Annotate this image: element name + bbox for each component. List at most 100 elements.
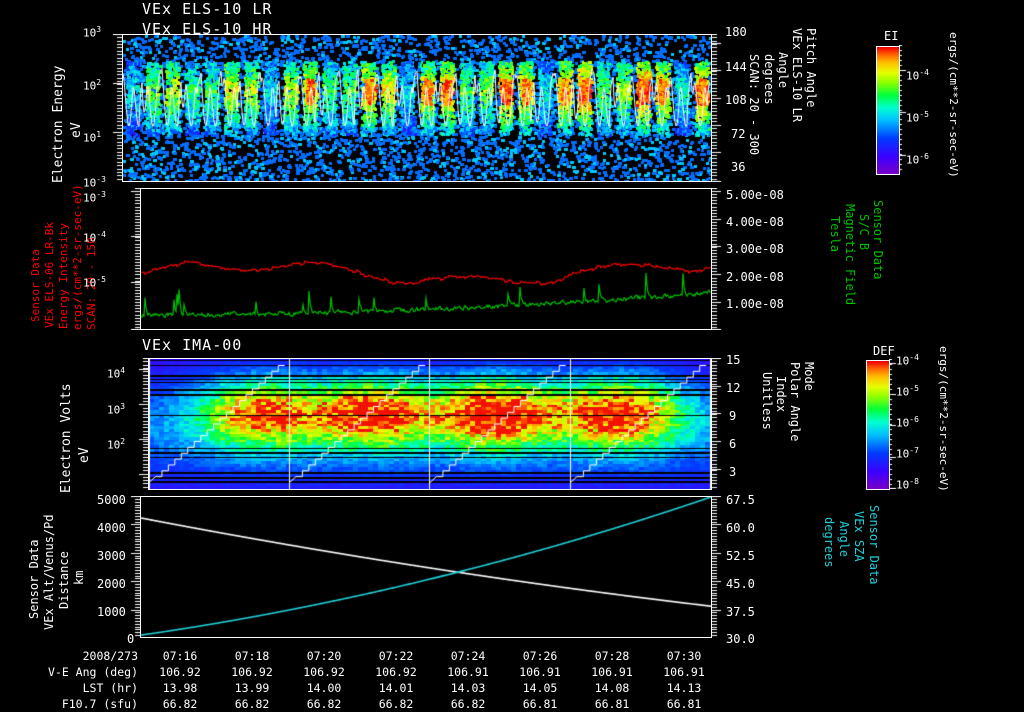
panel4-left-tick-2: 4000 bbox=[97, 521, 126, 535]
table-cell: 07:16 bbox=[162, 649, 198, 663]
panel2-plot-area[interactable] bbox=[140, 188, 712, 330]
table-cell: 07:22 bbox=[378, 649, 414, 663]
panel1-plot-area[interactable] bbox=[122, 34, 712, 182]
panel3-right-tick-3: 9 bbox=[729, 409, 737, 423]
table-cell: 07:20 bbox=[306, 649, 342, 663]
panel3-colorbar-ticks bbox=[889, 359, 897, 489]
panel4-left-tick-3: 3000 bbox=[97, 549, 126, 563]
table-cell: 66.82 bbox=[306, 697, 342, 711]
panel3-left-tick-3: 102 bbox=[107, 437, 126, 452]
panel3-right-tick-5: 3 bbox=[729, 465, 737, 479]
panel2-left-tick-2: 10-4 bbox=[83, 230, 106, 245]
panel1-title-line1: VEx ELS-10 LR bbox=[142, 0, 273, 18]
panel2-right-tick-4: 2.00e-08 bbox=[726, 270, 784, 284]
panel2-right-tick-3: 3.00e-08 bbox=[726, 242, 784, 256]
table-row-label: V-E Ang (deg) bbox=[47, 665, 138, 679]
panel3-colorbar-tick-4: 10-7 bbox=[896, 446, 919, 461]
panel4-left-axis-label-line4: km bbox=[72, 570, 86, 585]
panel1-right-axis-label-line2: VEx ELS-10 LR bbox=[790, 28, 804, 122]
panel2-left-ticks bbox=[128, 188, 140, 330]
panel1-right-ticks bbox=[712, 34, 724, 182]
table-cell: 07:24 bbox=[450, 649, 486, 663]
table-cell: 106.91 bbox=[447, 665, 489, 679]
panel3-colorbar bbox=[866, 360, 890, 490]
panel1-right-axis-label-line3: Angle bbox=[776, 52, 790, 89]
panel4-right-axis-label-line2: VEx SZA bbox=[852, 511, 866, 562]
panel2-left-axis-label-line3: Energy Intensity bbox=[57, 223, 70, 329]
panel4-right-axis-label-line1: Sensor Data bbox=[867, 505, 881, 585]
panel2-right-axis-label-line2: S/C B bbox=[857, 214, 871, 251]
panel1-colorbar-tick-1: 10-4 bbox=[906, 68, 929, 83]
panel3-right-tick-4: 6 bbox=[729, 437, 737, 451]
panel1-right-axis-label-line4: degrees bbox=[762, 54, 776, 105]
table-cell: 14.13 bbox=[666, 681, 702, 695]
panel1-right-tick-108: 108 bbox=[725, 93, 747, 107]
table-row: LST (hr) 13.98 13.99 14.00 14.01 14.03 14.05 14… bbox=[0, 680, 720, 696]
panel1-colorbar-tick-3: 10-6 bbox=[906, 152, 929, 167]
table-cell: 66.81 bbox=[522, 697, 558, 711]
panel3-left-tick-2: 103 bbox=[107, 402, 126, 417]
panel4-right-tick-6: 30.0 bbox=[726, 632, 755, 646]
panel1-left-tick-10: 101 bbox=[83, 130, 102, 145]
table-row: V-E Ang (deg) 106.92 106.92 106.92 106.92 106… bbox=[0, 664, 720, 680]
panel3-left-axis-label-line1: Electron Volts bbox=[59, 383, 74, 493]
panel3-right-axis-label-line4: Unitless bbox=[760, 372, 774, 430]
table-cell: 07:26 bbox=[522, 649, 558, 663]
table-cell: 106.91 bbox=[591, 665, 633, 679]
panel4-left-axis-label-line1: Sensor Data bbox=[27, 539, 41, 619]
panel3-right-axis-label-line2: Polar Angle bbox=[788, 362, 802, 442]
panel1-title-line2: VEx ELS-10 HR bbox=[142, 20, 273, 38]
table-row: 2008/273 07:16 07:18 07:20 07:22 07:24 07:26 07… bbox=[0, 648, 720, 664]
table-row-label: 2008/273 bbox=[82, 649, 138, 663]
panel2-right-tick-2: 4.00e-08 bbox=[726, 215, 784, 229]
panel1-left-tick-0001: 10-3 bbox=[83, 175, 106, 190]
table-row-label: LST (hr) bbox=[82, 681, 138, 695]
panel2-left-axis-label-line5: SCAN: 20 - 150 bbox=[85, 237, 98, 330]
parameter-table: 2008/273 07:16 07:18 07:20 07:22 07:24 07:26 07… bbox=[0, 648, 720, 712]
table-cell: 07:18 bbox=[234, 649, 270, 663]
panel2-right-ticks bbox=[712, 188, 724, 330]
table-cell: 07:28 bbox=[594, 649, 630, 663]
panel1-colorbar-ticks bbox=[899, 45, 907, 174]
table-cell: 106.91 bbox=[663, 665, 705, 679]
panel4-right-axis-label-line4: degrees bbox=[822, 517, 836, 568]
panel3-right-tick-1: 15 bbox=[726, 353, 741, 367]
panel1-right-axis-label-line1: Pitch Angle bbox=[804, 28, 818, 108]
panel1-left-tick-100: 102 bbox=[83, 78, 102, 93]
table-cell: 66.81 bbox=[594, 697, 630, 711]
table-row-label: F10.7 (sfu) bbox=[61, 697, 138, 711]
table-cell: 106.92 bbox=[159, 665, 201, 679]
panel4-right-ticks bbox=[712, 496, 724, 638]
panel2-left-tick-3: 10-5 bbox=[83, 275, 106, 290]
panel4-left-tick-4: 2000 bbox=[97, 577, 126, 591]
panel3-right-tick-2: 12 bbox=[726, 381, 741, 395]
table-cell: 07:30 bbox=[666, 649, 702, 663]
panel3-colorbar-name: DEF bbox=[873, 344, 895, 358]
panel4-left-tick-5: 1000 bbox=[97, 605, 126, 619]
panel3-colorbar-tick-1: 10-4 bbox=[896, 353, 919, 368]
panel3-left-ticks bbox=[136, 358, 148, 490]
panel3-plot-area[interactable] bbox=[148, 358, 712, 490]
table-cell: 66.81 bbox=[666, 697, 702, 711]
table-cell: 14.00 bbox=[306, 681, 342, 695]
panel4-right-tick-4: 45.0 bbox=[726, 577, 755, 591]
panel2-right-tick-1: 5.00e-08 bbox=[726, 188, 784, 202]
panel2-right-axis-label-line3: Magnetic Field bbox=[843, 204, 857, 306]
panel1-right-tick-36: 36 bbox=[731, 160, 746, 174]
panel3-right-axis-label-line1: Mode bbox=[802, 362, 816, 391]
panel2-left-tick-1: 10-3 bbox=[83, 190, 106, 205]
table-cell: 13.99 bbox=[234, 681, 270, 695]
panel3-colorbar-units: ergs/(cm**2-sr-sec-eV) bbox=[937, 346, 950, 492]
panel1-right-tick-180: 180 bbox=[725, 25, 747, 39]
panel3-right-axis-label-line3: Index bbox=[774, 376, 788, 413]
panel4-left-axis-label-line3: Distance bbox=[57, 551, 71, 609]
panel4-right-tick-3: 52.5 bbox=[726, 549, 755, 563]
panel4-left-tick-1: 5000 bbox=[97, 493, 126, 507]
table-cell: 106.92 bbox=[303, 665, 345, 679]
table-cell: 106.91 bbox=[519, 665, 561, 679]
table-cell: 66.82 bbox=[378, 697, 414, 711]
panel4-plot-area[interactable] bbox=[140, 496, 712, 638]
panel1-left-tick-1000: 103 bbox=[83, 25, 102, 40]
table-cell: 14.03 bbox=[450, 681, 486, 695]
